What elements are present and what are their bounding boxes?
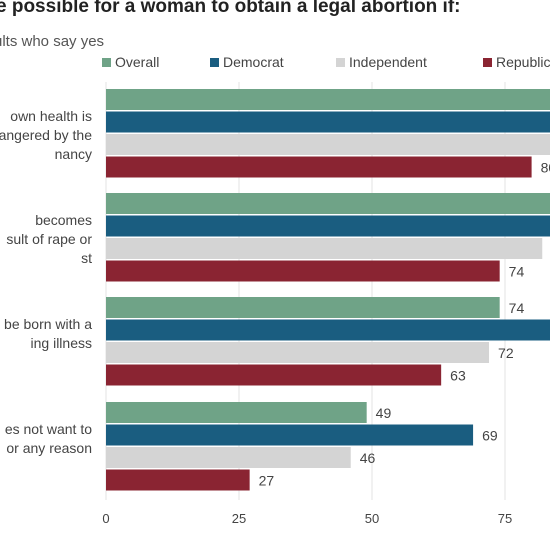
legend-label: Democrat bbox=[223, 54, 284, 70]
legend-swatch-independent bbox=[336, 58, 345, 67]
data-label: 80 bbox=[541, 160, 550, 176]
chart-title: e possible for a woman to obtain a legal… bbox=[0, 0, 461, 17]
data-label: 74 bbox=[509, 300, 525, 316]
legend-swatch-overall bbox=[102, 58, 111, 67]
data-label: 74 bbox=[509, 264, 525, 280]
data-label: 63 bbox=[450, 368, 466, 384]
legend-swatch-democrat bbox=[210, 58, 219, 67]
bar-independent bbox=[106, 447, 351, 468]
data-label: 49 bbox=[376, 405, 392, 421]
bar-overall bbox=[106, 89, 550, 110]
chart-subtitle: ults who say yes bbox=[0, 33, 105, 50]
category-label: own health is angered by the nancy bbox=[0, 108, 92, 162]
bar-democrat bbox=[106, 215, 550, 237]
bar-republican bbox=[106, 260, 500, 282]
bar-democrat bbox=[106, 424, 474, 446]
x-tick-label: 75 bbox=[498, 511, 512, 526]
bar-independent bbox=[106, 134, 550, 155]
bar-independent bbox=[106, 342, 490, 363]
data-label: 72 bbox=[498, 345, 514, 361]
bar-republican bbox=[106, 469, 250, 491]
category-label: be born with a ing illness bbox=[4, 316, 92, 351]
bar-democrat bbox=[106, 319, 550, 341]
bar-overall bbox=[106, 193, 550, 214]
bar-republican bbox=[106, 364, 442, 386]
bar-democrat bbox=[106, 111, 550, 133]
x-tick-label: 0 bbox=[102, 511, 109, 526]
legend-swatch-republican bbox=[483, 58, 492, 67]
data-label: 69 bbox=[482, 428, 498, 444]
x-tick-label: 50 bbox=[365, 511, 379, 526]
x-tick-label: 25 bbox=[232, 511, 246, 526]
bar-republican bbox=[106, 156, 532, 178]
legend-label: Independent bbox=[349, 54, 427, 70]
data-label: 27 bbox=[259, 473, 275, 489]
bar-overall bbox=[106, 402, 367, 423]
data-label: 46 bbox=[360, 450, 376, 466]
legend-label: Republic bbox=[496, 54, 550, 70]
legend-label: Overall bbox=[115, 54, 159, 70]
category-label: becomes sult of rape or st bbox=[6, 212, 92, 266]
bar-overall bbox=[106, 297, 500, 318]
bar-independent bbox=[106, 238, 543, 259]
category-label: es not want to or any reason bbox=[5, 421, 92, 456]
